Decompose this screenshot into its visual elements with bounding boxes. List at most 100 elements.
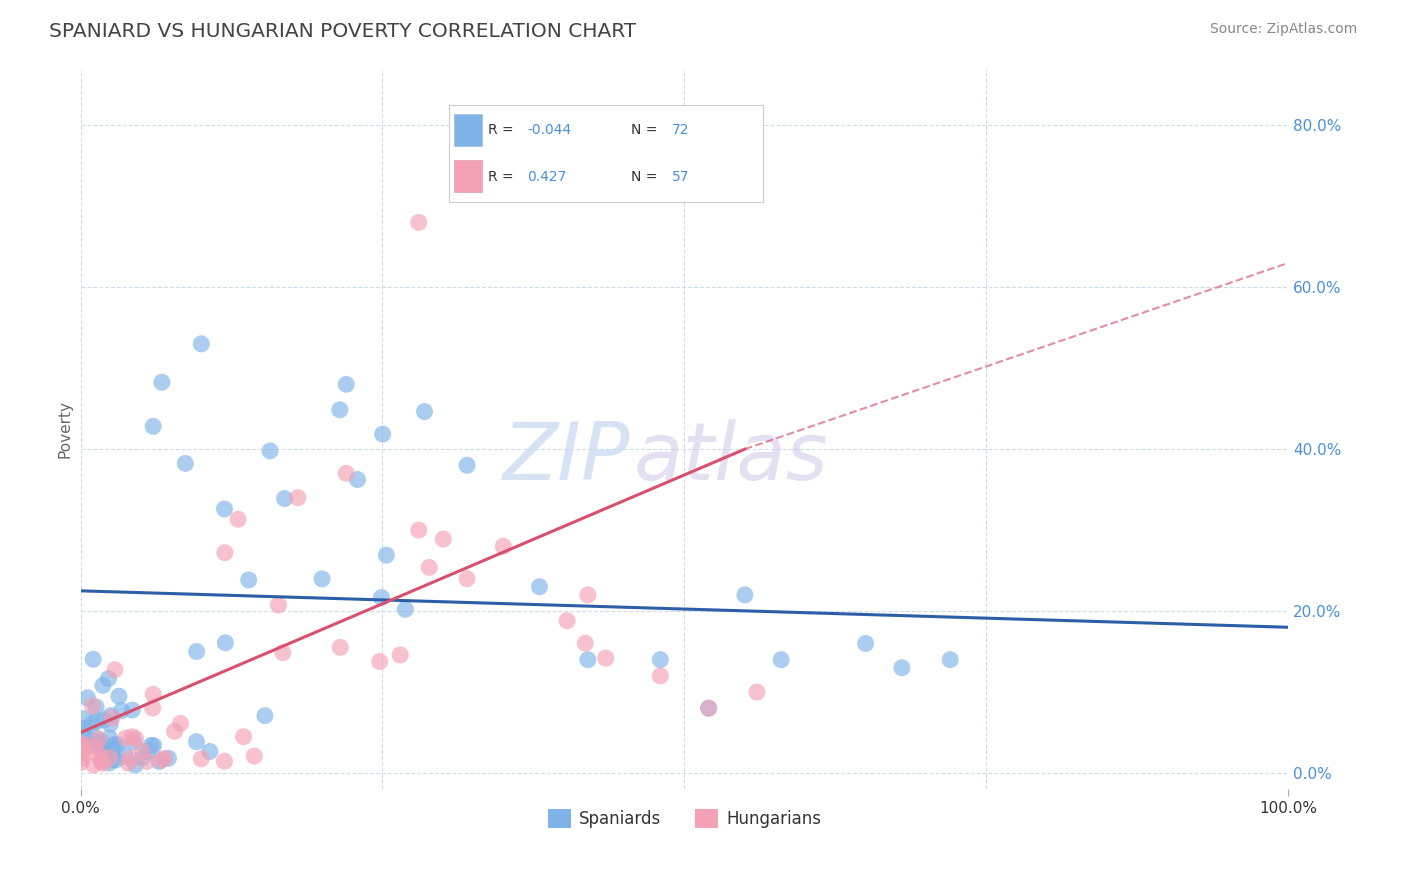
Point — [121, 730, 143, 744]
Point — [117, 756, 139, 771]
Point — [124, 731, 146, 746]
Point — [148, 755, 170, 769]
Point — [745, 685, 768, 699]
Point — [84, 731, 107, 745]
Point — [97, 672, 120, 686]
Point — [107, 738, 129, 752]
Point — [115, 731, 138, 745]
Point — [371, 427, 394, 442]
Point — [734, 588, 756, 602]
Point — [329, 402, 352, 417]
Point — [408, 215, 430, 229]
Point — [70, 725, 93, 739]
Point — [226, 512, 249, 526]
Point — [142, 739, 165, 753]
Point — [697, 701, 720, 715]
Point — [595, 651, 617, 665]
Point — [456, 458, 478, 473]
Point — [214, 636, 236, 650]
Point — [101, 753, 124, 767]
Point — [253, 708, 276, 723]
Legend: Spaniards, Hungarians: Spaniards, Hungarians — [541, 803, 828, 835]
Point — [98, 717, 121, 731]
Point — [70, 739, 93, 753]
Point — [124, 757, 146, 772]
Point — [394, 602, 416, 616]
Point — [190, 336, 212, 351]
Point — [87, 732, 110, 747]
Point — [408, 523, 430, 537]
Point — [73, 742, 96, 756]
Point — [73, 739, 96, 754]
Point — [73, 712, 96, 726]
Point — [329, 640, 352, 655]
Point — [492, 539, 515, 553]
Point — [91, 742, 114, 756]
Point — [190, 752, 212, 766]
Point — [136, 744, 159, 758]
Point — [82, 652, 104, 666]
Point — [232, 730, 254, 744]
Point — [104, 663, 127, 677]
Point — [370, 591, 392, 605]
Point — [86, 714, 108, 729]
Point — [87, 736, 110, 750]
Point — [82, 716, 104, 731]
Point — [114, 748, 136, 763]
Point — [311, 572, 333, 586]
Point — [98, 731, 121, 745]
Point — [186, 734, 208, 748]
Point — [70, 756, 93, 770]
Point — [91, 745, 114, 759]
Point — [418, 560, 440, 574]
Point — [243, 749, 266, 764]
Point — [169, 716, 191, 731]
Point — [214, 502, 236, 516]
Point — [131, 744, 153, 758]
Point — [141, 739, 163, 753]
Point — [267, 598, 290, 612]
Point — [108, 689, 131, 703]
Point — [150, 753, 173, 767]
Point — [273, 491, 295, 506]
Point — [80, 733, 103, 747]
Text: ZIP: ZIP — [503, 418, 630, 497]
Point — [110, 704, 132, 718]
Point — [163, 724, 186, 739]
Point — [70, 751, 93, 765]
Point — [335, 467, 357, 481]
Point — [186, 644, 208, 658]
Point — [238, 573, 260, 587]
Point — [91, 678, 114, 692]
Point — [198, 744, 221, 758]
Point — [93, 713, 115, 727]
Point — [555, 614, 578, 628]
Point — [135, 755, 157, 769]
Point — [855, 636, 877, 650]
Point — [131, 750, 153, 764]
Point — [91, 756, 114, 771]
Point — [84, 700, 107, 714]
Point — [770, 653, 793, 667]
Point — [214, 546, 236, 560]
Point — [91, 751, 114, 765]
Point — [103, 739, 125, 753]
Point — [174, 457, 197, 471]
Point — [70, 746, 93, 760]
Point — [271, 646, 294, 660]
Point — [142, 701, 165, 715]
Y-axis label: Poverty: Poverty — [58, 400, 72, 458]
Point — [142, 687, 165, 701]
Point — [142, 419, 165, 434]
Point — [72, 737, 94, 751]
Point — [346, 473, 368, 487]
Point — [150, 376, 173, 390]
Point — [576, 653, 599, 667]
Point — [82, 698, 104, 713]
Point — [100, 708, 122, 723]
Text: SPANIARD VS HUNGARIAN POVERTY CORRELATION CHART: SPANIARD VS HUNGARIAN POVERTY CORRELATIO… — [49, 22, 637, 41]
Point — [259, 444, 281, 458]
Point — [120, 751, 142, 765]
Point — [432, 532, 454, 546]
Point — [939, 653, 962, 667]
